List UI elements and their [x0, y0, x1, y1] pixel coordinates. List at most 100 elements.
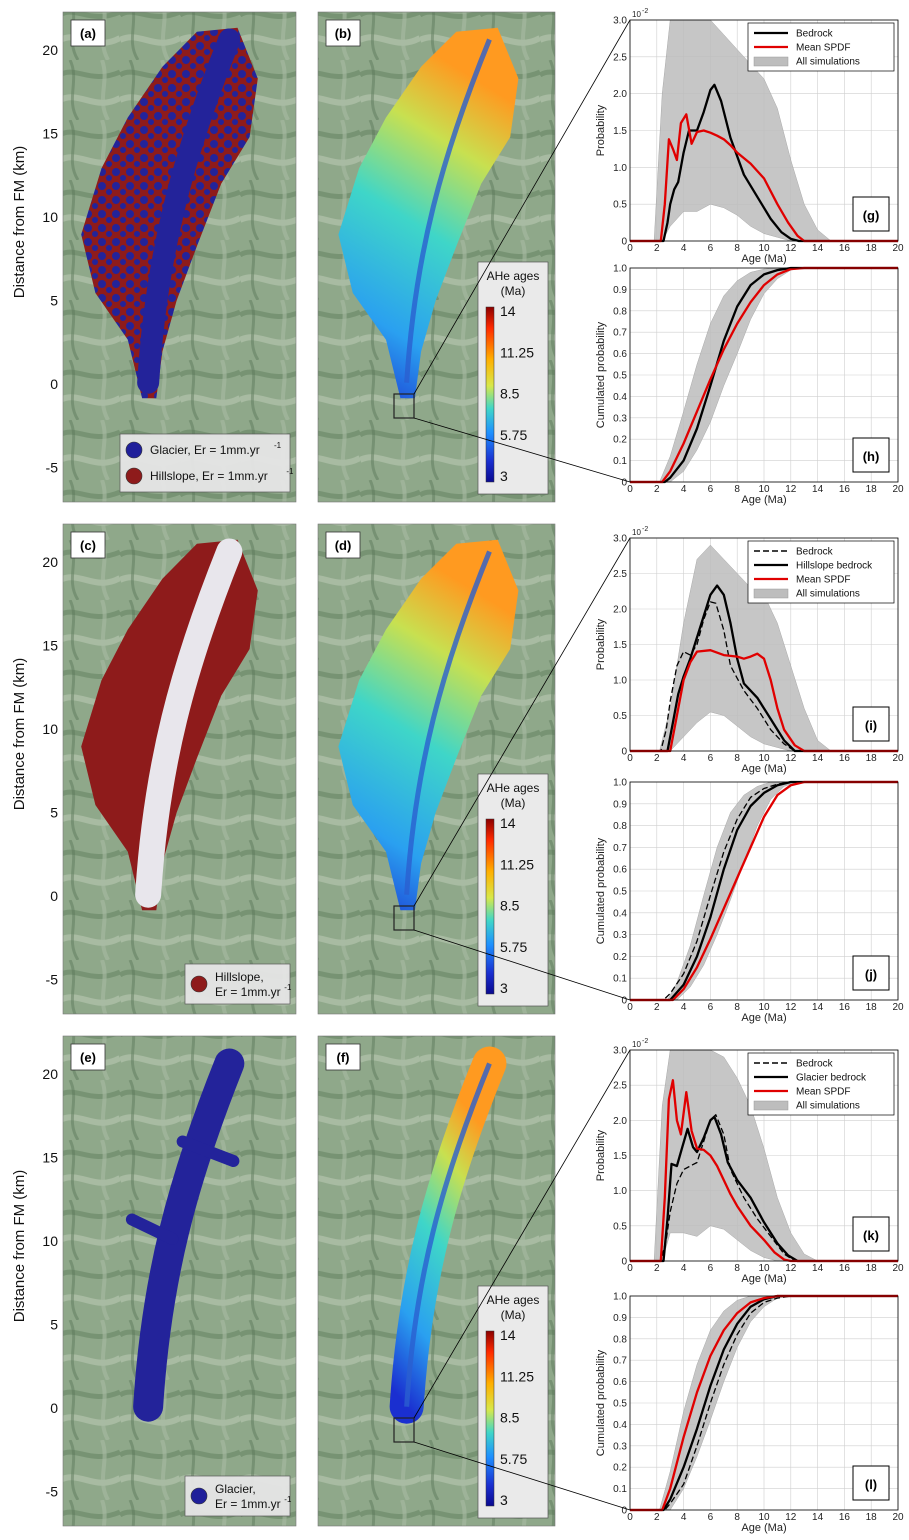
distance-tick: 0: [50, 376, 58, 392]
legend-entry: Bedrock: [796, 1059, 834, 1070]
x-tick-label: 0: [627, 1512, 633, 1523]
y-tick-label: 0.4: [613, 1420, 627, 1431]
colorbar-unit: (Ma): [501, 284, 526, 298]
series-line: [630, 266, 898, 484]
x-tick-label: 14: [812, 484, 824, 495]
x-tick-label: 4: [681, 243, 687, 254]
y-tick-label: 0.5: [613, 887, 627, 898]
x-tick-label: 10: [758, 1263, 770, 1274]
panel-label-box: [70, 531, 106, 559]
x-tick-label: 18: [866, 1002, 878, 1013]
x-axis-label: Age (Ma): [741, 253, 786, 265]
x-tick-label: 0: [627, 484, 633, 495]
legend-symbol: [190, 975, 208, 993]
terrain-background: [62, 1035, 297, 1527]
distance-tick: 0: [50, 888, 58, 904]
x-tick-label: 14: [812, 1263, 824, 1274]
distance-tick: 10: [42, 721, 58, 737]
panel-label-box: [70, 1043, 106, 1071]
y-tick-label: 2.0: [613, 605, 627, 616]
y-tick-label: 0.9: [613, 1313, 627, 1324]
y-tick-label: 0.4: [613, 392, 627, 403]
legend-superscript: -1: [286, 467, 294, 476]
chart-panel-(i): 0 2 4 6 8 10 12 14 16 18 20 0 0.5 1.0 1.5 2.0 2.5 3.0 Age …: [595, 526, 904, 775]
distance-tick: 20: [42, 42, 58, 58]
colorbar-tick: 5.75: [500, 1451, 527, 1467]
y-tick-label: 1.0: [613, 264, 627, 275]
x-tick-label: 6: [708, 1002, 714, 1013]
legend-superscript: -1: [284, 1495, 292, 1504]
y-tick-label: 0: [621, 996, 627, 1007]
panel-label: (h): [863, 449, 880, 464]
distance-tick: -5: [46, 460, 59, 476]
legend-superscript: -1: [284, 983, 292, 992]
legend-label: Glacier, Er = 1mm.yr: [150, 443, 260, 457]
connector-line: [413, 1049, 631, 1419]
y-tick-label: 0.9: [613, 799, 627, 810]
x-tick-label: 14: [812, 1002, 824, 1013]
legend-swatch: [753, 1100, 789, 1111]
panel-label: (l): [865, 1477, 877, 1492]
series-line: [630, 780, 898, 1002]
simulation-envelope: [659, 1295, 805, 1511]
chart-panel-(k): 0 2 4 6 8 10 12 14 16 18 20 0 0.5 1.0 1.5 2.0 2.5 3.0 Age …: [595, 1038, 904, 1285]
colorbar-tick: 11.25: [500, 856, 534, 872]
y-tick-label: 1.0: [613, 676, 627, 687]
colorbar-title: AHe ages: [487, 781, 540, 795]
y-tick-label: 0.5: [613, 200, 627, 211]
x-tick-label: 18: [866, 1263, 878, 1274]
y-tick-label: 2.5: [613, 52, 627, 63]
x-tick-label: 2: [654, 753, 660, 764]
legend-label: Glacier,: [215, 1482, 256, 1496]
colorbar-gradient: [485, 818, 495, 995]
glacier-tributary: [176, 1135, 240, 1167]
age-map: [338, 539, 519, 911]
y-tick-label: 0: [621, 747, 627, 758]
panel-label-box: [852, 437, 890, 473]
distance-tick: 5: [50, 805, 58, 821]
y-tick-label: 0.6: [613, 1377, 627, 1388]
y-tick-label: 0.5: [613, 1221, 627, 1232]
colorbar-tick: 14: [500, 815, 516, 831]
series-line: [630, 113, 898, 243]
y-exponent: 10: [632, 528, 641, 537]
glacier-valley-zone: [137, 28, 241, 394]
x-tick-label: 8: [734, 1263, 740, 1274]
x-tick-label: 0: [627, 1263, 633, 1274]
panel-label-box: [325, 531, 361, 559]
y-exponent: 10: [632, 1040, 641, 1049]
x-tick-label: 10: [758, 484, 770, 495]
y-tick-label: 0.6: [613, 349, 627, 360]
series-line: [630, 83, 898, 243]
x-tick-label: 16: [839, 1512, 851, 1523]
x-tick-label: 0: [627, 243, 633, 254]
distance-tick: 5: [50, 293, 58, 309]
legend-entry: Glacier bedrock: [796, 1073, 867, 1084]
y-tick-label: 1.5: [613, 1151, 627, 1162]
legend-label: Hillslope, Er = 1mm.yr: [150, 469, 268, 483]
x-tick-label: 14: [812, 243, 824, 254]
y-axis-label: Cumulated probability: [595, 837, 607, 944]
outlet-box: [393, 393, 415, 419]
panel-label-box: [852, 1465, 890, 1501]
panel-label-box: [852, 955, 890, 991]
colorbar-unit: (Ma): [501, 796, 526, 810]
x-tick-label: 16: [839, 484, 851, 495]
distance-tick: 15: [42, 638, 58, 654]
x-tick-label: 16: [839, 1002, 851, 1013]
x-axis-label: Age (Ma): [741, 1273, 786, 1285]
x-axis-label: Age (Ma): [741, 1012, 786, 1024]
y-tick-label: 1.0: [613, 1186, 627, 1197]
chart-panel-(l): 0 2 4 6 8 10 12 14 16 18 20 0 0.1 0.2 0.3 0.4 0.5 0.6 0.7 0…: [595, 1292, 904, 1535]
connector-line: [413, 1441, 631, 1511]
y-tick-label: 2.0: [613, 1116, 627, 1127]
series-line: [630, 584, 898, 753]
series-line: [630, 601, 898, 752]
x-tick-label: 10: [758, 1002, 770, 1013]
x-tick-label: 10: [758, 753, 770, 764]
x-tick-label: 18: [866, 753, 878, 764]
connector-line: [413, 417, 631, 483]
plot-frame: [629, 19, 899, 242]
y-tick-label: 0.7: [613, 328, 627, 339]
